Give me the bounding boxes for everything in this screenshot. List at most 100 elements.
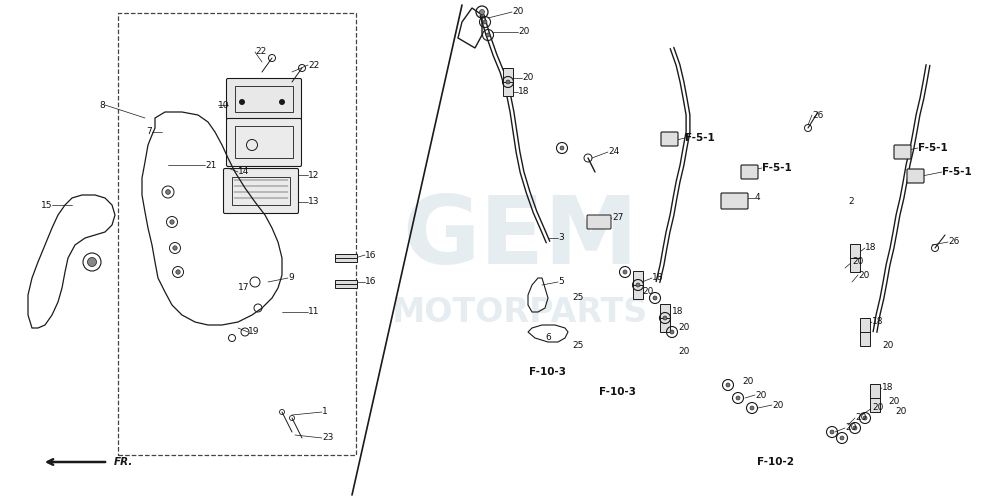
Text: 20: 20	[678, 324, 690, 332]
Circle shape	[479, 10, 484, 14]
Circle shape	[165, 190, 170, 194]
Text: 4: 4	[755, 194, 761, 202]
Text: 20: 20	[872, 404, 883, 412]
Text: 20: 20	[845, 424, 857, 432]
Text: 18: 18	[882, 384, 894, 392]
Circle shape	[560, 146, 564, 150]
Circle shape	[506, 80, 510, 84]
Text: 26: 26	[948, 238, 959, 246]
Text: 6: 6	[545, 334, 551, 342]
Bar	[660, 304, 670, 332]
Bar	[118, 13, 356, 455]
Text: 20: 20	[642, 288, 654, 296]
Text: 10: 10	[218, 100, 229, 110]
Text: 18: 18	[518, 88, 530, 96]
FancyBboxPatch shape	[587, 215, 611, 229]
Bar	[860, 318, 870, 346]
Text: 8: 8	[99, 100, 105, 110]
Text: GEM: GEM	[402, 192, 638, 284]
Circle shape	[863, 416, 867, 420]
Text: F-5-1: F-5-1	[762, 163, 792, 173]
Circle shape	[636, 283, 640, 287]
Text: 5: 5	[558, 278, 564, 286]
Text: F-10-3: F-10-3	[530, 367, 567, 377]
Text: 12: 12	[308, 170, 319, 179]
Text: FR.: FR.	[114, 457, 133, 467]
Circle shape	[239, 99, 245, 105]
Circle shape	[483, 20, 487, 24]
Bar	[335, 280, 357, 288]
FancyBboxPatch shape	[661, 132, 678, 146]
Circle shape	[170, 220, 174, 224]
Text: 20: 20	[855, 414, 867, 422]
Text: 17: 17	[238, 284, 249, 292]
Text: 20: 20	[678, 348, 690, 356]
Text: 2: 2	[848, 198, 854, 206]
Circle shape	[663, 316, 667, 320]
Text: 20: 20	[522, 74, 534, 82]
Text: 22: 22	[308, 60, 319, 70]
Text: 20: 20	[888, 398, 899, 406]
Circle shape	[653, 296, 657, 300]
Text: 16: 16	[365, 250, 376, 260]
Circle shape	[830, 430, 834, 434]
Text: 20: 20	[858, 270, 870, 280]
Circle shape	[840, 436, 844, 440]
Text: 9: 9	[288, 274, 293, 282]
Text: 20: 20	[742, 378, 754, 386]
Text: 18: 18	[865, 244, 877, 252]
Text: 3: 3	[558, 234, 564, 242]
Circle shape	[279, 99, 285, 105]
Text: 20: 20	[895, 408, 906, 416]
Text: F-5-1: F-5-1	[685, 133, 715, 143]
FancyBboxPatch shape	[223, 168, 298, 214]
FancyBboxPatch shape	[226, 78, 301, 120]
Circle shape	[176, 270, 180, 274]
Text: 18: 18	[652, 274, 664, 282]
Circle shape	[736, 396, 740, 400]
Bar	[235, 126, 293, 158]
Bar	[235, 86, 293, 112]
Text: 19: 19	[248, 328, 259, 336]
Circle shape	[670, 330, 674, 334]
Bar	[633, 271, 643, 299]
Bar	[232, 177, 290, 205]
Text: 21: 21	[205, 160, 216, 170]
Text: 27: 27	[612, 214, 624, 222]
Text: F-5-1: F-5-1	[918, 143, 948, 153]
Text: F-10-2: F-10-2	[757, 457, 794, 467]
Bar	[870, 384, 880, 412]
Text: 20: 20	[512, 8, 524, 16]
Circle shape	[486, 33, 490, 37]
Circle shape	[750, 406, 754, 410]
Text: 25: 25	[572, 294, 584, 302]
Bar	[850, 244, 860, 272]
Circle shape	[87, 258, 96, 266]
Text: 23: 23	[322, 434, 333, 442]
Text: 18: 18	[672, 308, 684, 316]
Text: 15: 15	[40, 200, 52, 209]
Text: 1: 1	[322, 408, 327, 416]
Text: 22: 22	[255, 48, 266, 56]
Text: 20: 20	[518, 28, 530, 36]
Text: 20: 20	[882, 340, 893, 349]
Circle shape	[726, 383, 730, 387]
FancyBboxPatch shape	[721, 193, 748, 209]
FancyBboxPatch shape	[226, 118, 301, 166]
Text: F-5-1: F-5-1	[942, 167, 972, 177]
Text: 18: 18	[872, 318, 884, 326]
Text: 14: 14	[238, 168, 249, 176]
Circle shape	[173, 246, 177, 250]
Text: 13: 13	[308, 198, 319, 206]
Bar	[503, 68, 513, 96]
Circle shape	[623, 270, 627, 274]
Text: F-10-3: F-10-3	[600, 387, 637, 397]
Text: 11: 11	[308, 308, 319, 316]
Bar	[335, 254, 357, 262]
FancyBboxPatch shape	[741, 165, 758, 179]
Text: 7: 7	[146, 128, 152, 136]
FancyBboxPatch shape	[894, 145, 911, 159]
FancyBboxPatch shape	[907, 169, 924, 183]
Circle shape	[853, 426, 857, 430]
Text: 24: 24	[608, 148, 620, 156]
